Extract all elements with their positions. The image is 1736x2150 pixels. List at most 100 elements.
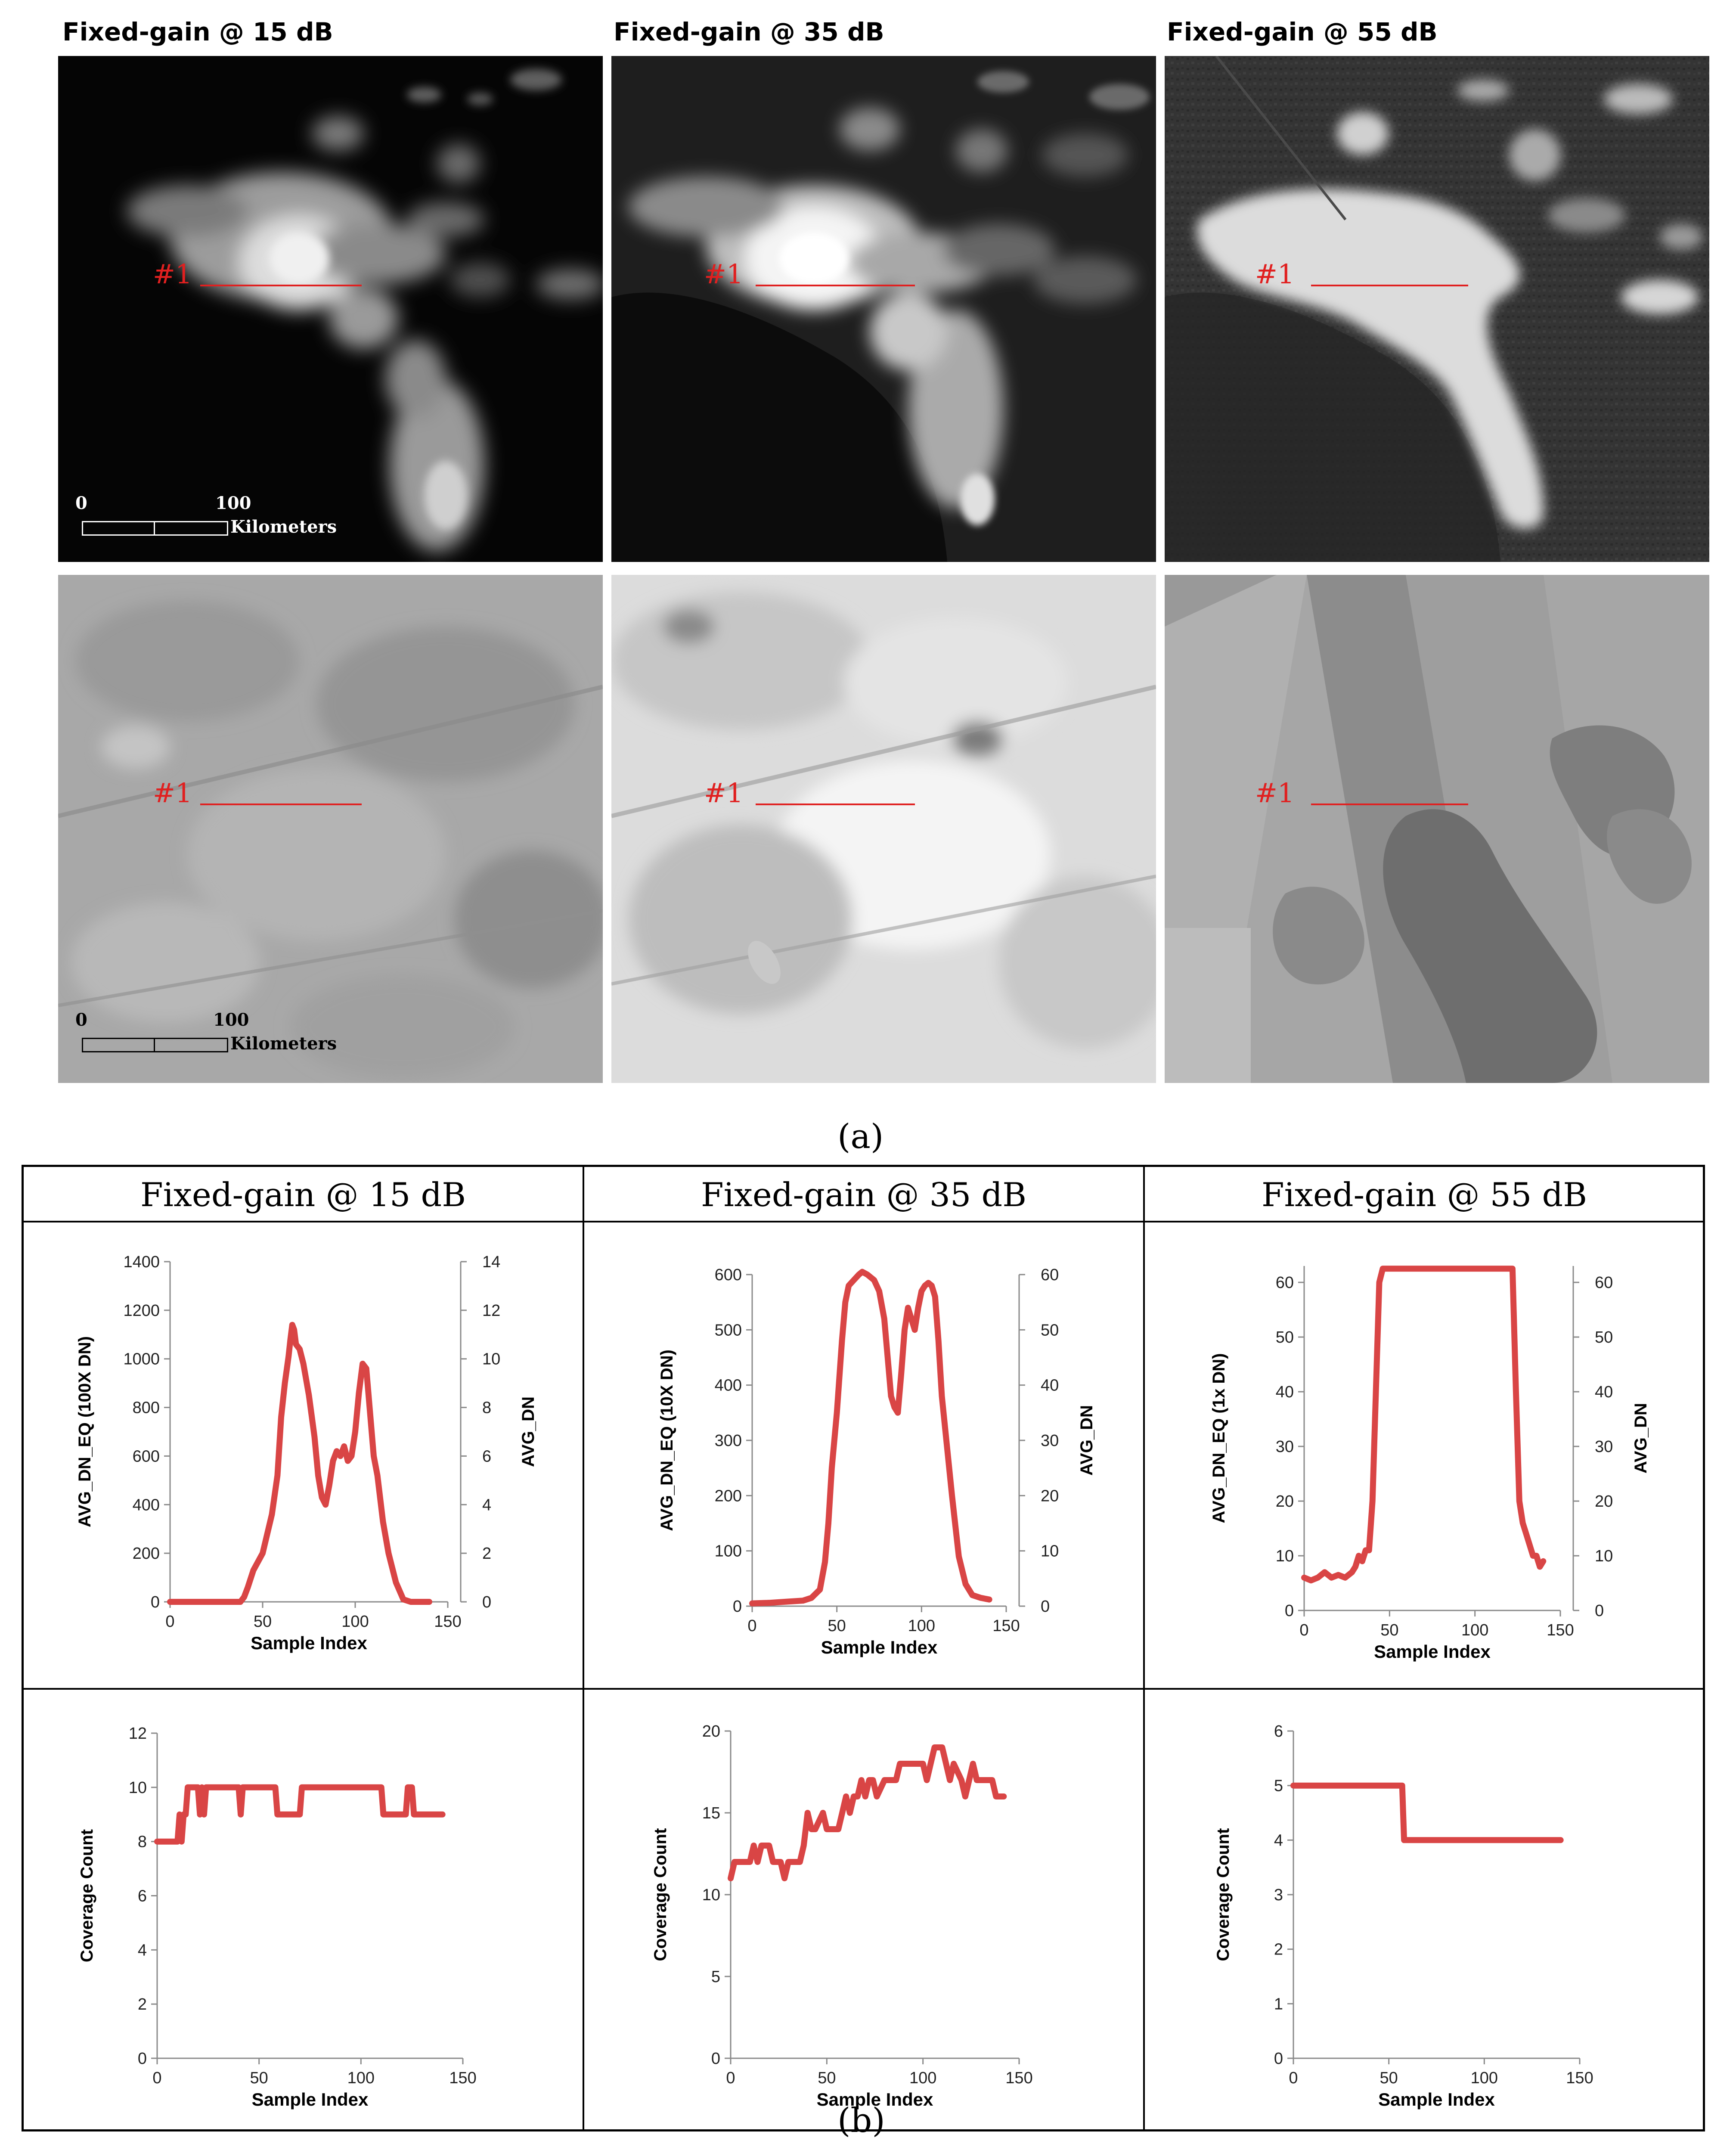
y-tick-label: 0 [733,1598,742,1616]
night-lights-image-55db: #1 [1165,56,1709,562]
y-tick-label: 1000 [123,1350,160,1368]
y-axis-label: Coverage Count [651,1828,670,1961]
profile-marker: #1 [704,258,744,290]
night-lights-image-35db: #1 [611,56,1156,562]
y2-tick-label: 40 [1595,1383,1613,1401]
y2-axis-label: AVG_DN [1077,1405,1096,1476]
scalebar-end: 100 [215,493,251,513]
x-axis-label: Sample Index [252,2089,369,2110]
chart-coverage-55db: 0 50 100 150 0 1 2 3 4 5 6 Sample Index Coverage Cou… [1214,1722,1593,2110]
y2-tick-label: 10 [1595,1547,1613,1565]
x-tick-label: 100 [908,1617,935,1635]
profile-marker: #1 [704,777,744,809]
y-tick-label: 2 [1274,1941,1283,1959]
y-tick-label: 300 [715,1432,742,1450]
series-line [1301,1266,1547,1584]
scalebar-start: 0 [75,1010,87,1030]
y-tick-label: 10 [1276,1547,1294,1565]
y-tick-label: 5 [711,1968,720,1986]
x-axis-label: Sample Index [821,1637,938,1657]
chart-profile-15db: 0 50 100 150 0 200 400 600 800 1000 1200 1400 0 2 4 6 8 1… [75,1253,538,1653]
scalebar-start: 0 [75,493,87,513]
x-tick-label: 100 [341,1613,369,1631]
x-tick-label: 0 [152,2069,161,2087]
x-tick-label: 50 [1380,2069,1398,2087]
y2-tick-label: 30 [1595,1438,1613,1456]
x-tick-label: 0 [726,2069,735,2087]
y-tick-label: 12 [129,1725,147,1743]
scalebar-segment [82,1038,155,1052]
y2-axis-label: AVG_DN [1631,1403,1650,1474]
table-column-title: Fixed-gain @ 55 dB [1261,1176,1587,1214]
y-tick-label: 0 [151,1593,160,1611]
y-axis-label: Coverage Count [78,1829,96,1962]
chart-coverage-35db: 0 50 100 150 0 5 10 15 20 Sample Index Coverage Co… [651,1722,1033,2110]
y-tick-label: 600 [133,1447,160,1465]
y2-tick-label: 0 [1041,1598,1050,1616]
x-tick-label: 150 [992,1617,1020,1635]
image-column-header: Fixed-gain @ 55 dB [1167,17,1438,47]
y-tick-label: 0 [1285,1602,1294,1620]
y-axis-label: AVG_DN_EQ (100X DN) [75,1336,94,1527]
y-tick-label: 1 [1274,1995,1283,2013]
y2-tick-label: 10 [482,1350,500,1368]
chart-coverage-15db: 0 50 100 150 0 2 4 6 8 10 12 Sample Index Coverage C… [78,1725,477,2110]
y2-tick-label: 50 [1595,1328,1613,1346]
y2-tick-label: 0 [482,1593,491,1611]
y-tick-label: 100 [715,1542,742,1561]
y2-tick-label: 2 [482,1545,491,1563]
table-divider [22,1221,1705,1222]
y-tick-label: 800 [133,1399,160,1417]
y-tick-label: 5 [1274,1777,1283,1795]
chart-profile-35db: 0 50 100 150 0 100 200 300 400 500 600 0 10 20 30 40 50 6… [657,1266,1096,1657]
x-axis-label: Sample Index [817,2089,933,2110]
table-divider [22,1688,1705,1690]
x-tick-label: 0 [165,1613,174,1631]
y2-tick-label: 8 [482,1399,491,1417]
x-tick-label: 150 [1005,2069,1032,2087]
chart-table [22,1165,1705,2131]
y-axis-label: AVG_DN_EQ (1x DN) [1209,1353,1228,1523]
x-tick-label: 100 [909,2069,936,2087]
series-line [1290,1782,1564,1843]
y-tick-label: 8 [138,1833,147,1851]
y-tick-label: 50 [1276,1328,1294,1346]
y-tick-label: 0 [1274,2050,1283,2068]
series-line [154,1784,446,1845]
y-tick-label: 30 [1276,1438,1294,1456]
table-divider [1143,1165,1145,2131]
y-axis-label: Coverage Count [1214,1828,1233,1961]
y-tick-label: 400 [715,1377,742,1395]
chart-profile-55db: 0 50 100 150 0 10 20 30 40 50 60 0 10 20 30 40 50 60 AVG_D… [1209,1266,1650,1662]
x-tick-label: 100 [347,2069,375,2087]
y2-tick-label: 50 [1041,1321,1059,1339]
x-tick-label: 50 [1380,1621,1398,1639]
x-tick-label: 150 [434,1613,461,1631]
y-tick-label: 2 [138,1995,147,2013]
y-tick-label: 10 [702,1886,720,1904]
x-tick-label: 100 [1471,2069,1498,2087]
coverage-image-55db: #1 [1165,575,1709,1083]
y-axis-label: AVG_DN_EQ (10X DN) [657,1350,676,1531]
profile-marker: #1 [1255,258,1295,290]
y-tick-label: 0 [138,2050,147,2068]
y-tick-label: 10 [129,1779,147,1797]
y2-tick-label: 40 [1041,1377,1059,1395]
series-line [749,1269,992,1607]
y-tick-label: 0 [711,2050,720,2068]
y2-tick-label: 14 [482,1253,500,1271]
x-tick-label: 50 [250,2069,268,2087]
scalebar-unit: Kilometers [230,1033,337,1054]
y2-tick-label: 20 [1595,1492,1613,1511]
y-tick-label: 15 [702,1804,720,1822]
y-tick-label: 3 [1274,1886,1283,1904]
x-tick-label: 0 [747,1617,756,1635]
y2-tick-label: 30 [1041,1432,1059,1450]
caption-a: (a) [837,1117,884,1156]
profile-marker: #1 [153,777,192,809]
image-column-header: Fixed-gain @ 15 dB [62,17,333,47]
scalebar-segment [82,521,155,536]
table-column-title: Fixed-gain @ 35 dB [701,1176,1027,1214]
y2-tick-label: 0 [1595,1602,1604,1620]
y-tick-label: 60 [1276,1274,1294,1292]
